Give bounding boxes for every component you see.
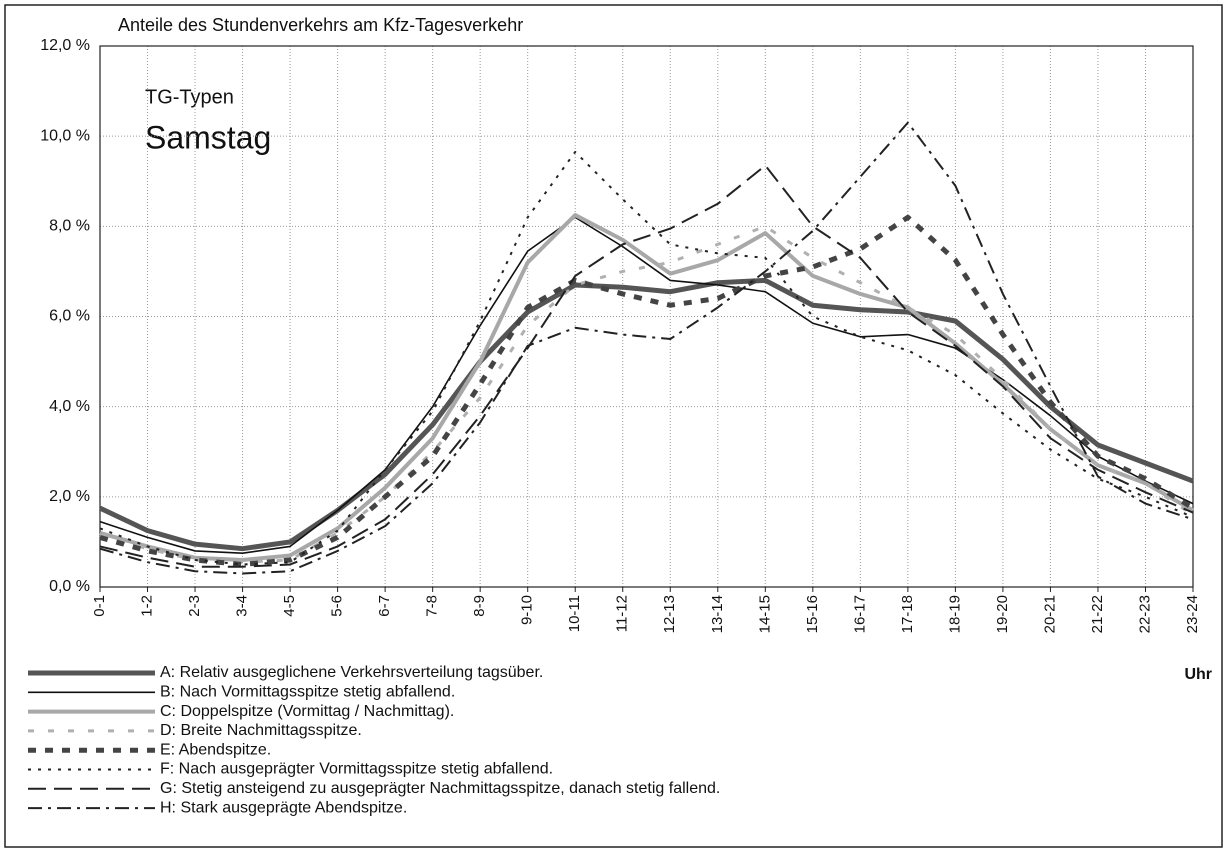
- plot-area: [99, 45, 1194, 588]
- x-tick-label: 2-3: [186, 595, 203, 617]
- y-tick-label: 2,0 %: [49, 488, 90, 505]
- x-tick-label: 15-16: [804, 595, 821, 633]
- legend-label: E: Abendspitze.: [160, 741, 271, 758]
- x-axis-label: Uhr: [1184, 666, 1212, 683]
- x-tick-label: 18-19: [946, 595, 963, 633]
- y-tick-label: 8,0 %: [49, 218, 90, 235]
- series-line: [99, 224, 1194, 564]
- x-tick-label: 9-10: [519, 595, 536, 625]
- legend-label: A: Relativ ausgeglichene Verkehrsverteil…: [160, 664, 543, 681]
- x-tick-label: 1-2: [138, 595, 155, 617]
- x-tick-label: 6-7: [376, 595, 393, 617]
- y-tick-label: 0,0 %: [49, 578, 90, 595]
- x-tick-label: 17-18: [899, 595, 916, 633]
- legend-label: B: Nach Vormittagsspitze stetig abfallen…: [160, 684, 455, 701]
- series-line: [99, 164, 1194, 568]
- series-line: [99, 214, 1195, 567]
- x-tick-label: 8-9: [471, 595, 488, 617]
- x-tick-label: 14-15: [756, 595, 773, 633]
- series-line: [99, 150, 1194, 566]
- annotation: Samstag: [145, 119, 271, 155]
- legend-label: G: Stetig ansteigend zu ausgeprägter Nac…: [160, 780, 720, 797]
- x-tick-label: 22-23: [1136, 595, 1153, 633]
- x-tick-label: 19-20: [994, 595, 1011, 633]
- x-tick-label: 13-14: [709, 595, 726, 633]
- series-line: [99, 213, 1194, 562]
- legend-label: F: Nach ausgeprägter Vormittagsspitze st…: [160, 761, 553, 778]
- x-tick-label: 12-13: [661, 595, 678, 633]
- x-tick-label: 23-24: [1184, 595, 1201, 633]
- y-tick-label: 4,0 %: [49, 398, 90, 415]
- annotation: TG-Typen: [145, 86, 234, 108]
- chart-title: Anteile des Stundenverkehrs am Kfz-Tages…: [118, 15, 523, 35]
- legend-label: D: Breite Nachmittagsspitze.: [160, 722, 362, 739]
- x-tick-label: 10-11: [566, 595, 583, 632]
- x-tick-label: 4-5: [281, 595, 298, 617]
- legend-label: H: Stark ausgeprägte Abendspitze.: [160, 799, 407, 816]
- x-tick-label: 3-4: [234, 595, 251, 617]
- x-tick-label: 5-6: [329, 595, 346, 617]
- series-line: [99, 216, 1194, 554]
- x-tick-label: 0-1: [91, 595, 108, 617]
- legend-label: C: Doppelspitze (Vormittag / Nachmittag)…: [160, 703, 454, 720]
- x-tick-label: 11-12: [614, 595, 631, 632]
- x-tick-label: 16-17: [851, 595, 868, 633]
- x-tick-label: 20-21: [1041, 595, 1058, 633]
- x-tick-label: 7-8: [424, 595, 441, 617]
- frame: [4, 4, 1223, 848]
- y-tick-label: 10,0 %: [40, 127, 90, 144]
- y-tick-label: 6,0 %: [49, 308, 90, 325]
- series-line: [99, 121, 1194, 575]
- x-tick-label: 21-22: [1089, 595, 1106, 633]
- series-line: [98, 277, 1194, 552]
- y-tick-label: 12,0 %: [40, 37, 90, 54]
